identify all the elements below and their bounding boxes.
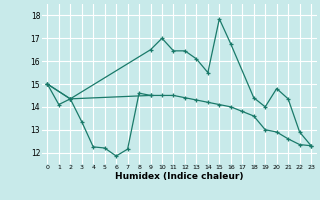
- X-axis label: Humidex (Indice chaleur): Humidex (Indice chaleur): [115, 172, 244, 181]
